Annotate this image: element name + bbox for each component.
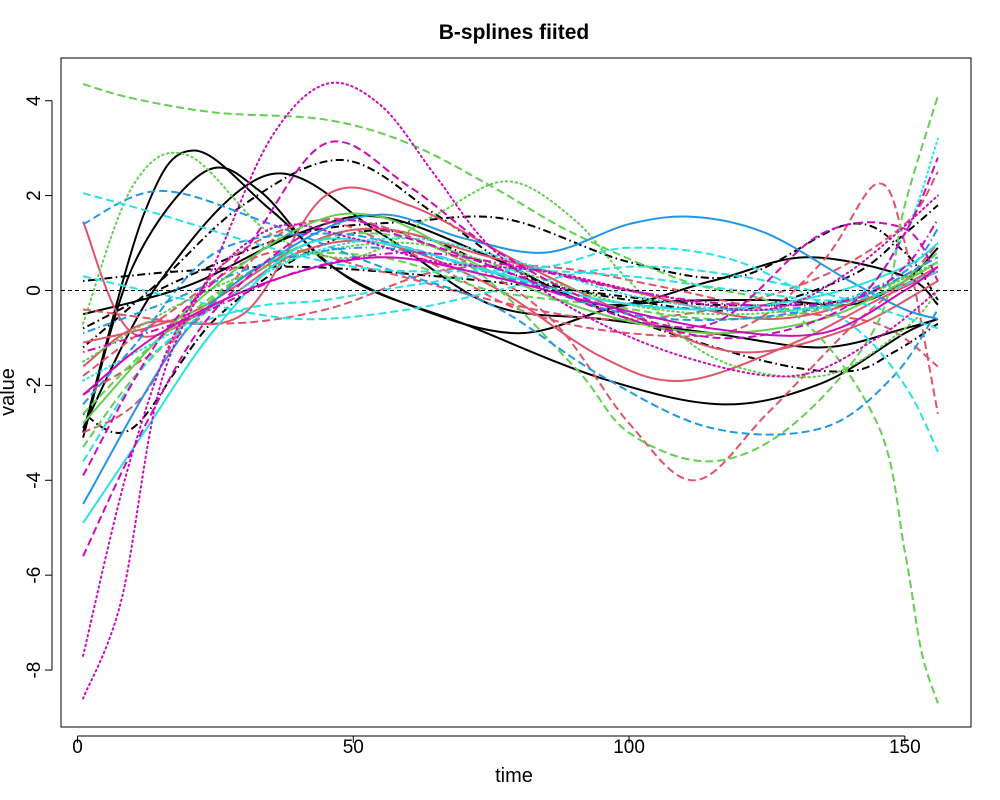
x-tick-label: 50 <box>343 737 364 758</box>
y-axis-label: value <box>0 368 19 416</box>
spline-curve-18 <box>82 251 939 415</box>
y-tick-label: -4 <box>24 471 45 488</box>
spline-curve-16 <box>82 83 939 704</box>
series-layer <box>82 81 939 704</box>
x-tick-label: 100 <box>613 737 645 758</box>
spline-curve-17 <box>82 95 939 463</box>
spline-curve-27 <box>82 192 939 453</box>
spline-curve-35 <box>82 218 939 354</box>
y-tick-label: 4 <box>24 95 45 106</box>
spline-curve-3 <box>82 172 939 429</box>
y-axis: 4 2 0 -2 -4 -6 -8 <box>24 95 53 679</box>
chart-title: B-splines fiited <box>439 21 590 44</box>
spline-curve-34 <box>82 140 939 477</box>
y-tick-label: -8 <box>24 662 45 679</box>
y-tick-label: -2 <box>24 377 45 394</box>
spline-curve-31 <box>82 81 939 700</box>
spline-curve-19 <box>82 151 939 379</box>
x-axis-label: time <box>495 765 533 787</box>
spline-curve-28 <box>82 270 939 462</box>
x-axis: 0 50 100 150 <box>72 735 921 758</box>
spline-curve-1 <box>82 149 939 434</box>
spline-curve-10 <box>82 186 939 368</box>
spline-curve-33 <box>82 157 939 557</box>
spline-curve-30 <box>82 265 939 330</box>
spline-curve-23 <box>82 189 939 436</box>
y-tick-label: 0 <box>24 285 45 296</box>
spline-curve-9 <box>82 221 939 382</box>
x-tick-label: 150 <box>889 737 921 758</box>
spline-curve-36 <box>82 256 939 396</box>
spline-curve-32 <box>82 194 939 657</box>
y-tick-label: 2 <box>24 190 45 201</box>
spline-curve-26 <box>82 237 939 524</box>
y-tick-label: -6 <box>24 567 45 584</box>
spline-curve-22 <box>82 213 939 505</box>
spline-curve-15 <box>82 264 939 368</box>
plot-frame <box>60 57 972 728</box>
x-tick-label: 0 <box>72 737 83 758</box>
